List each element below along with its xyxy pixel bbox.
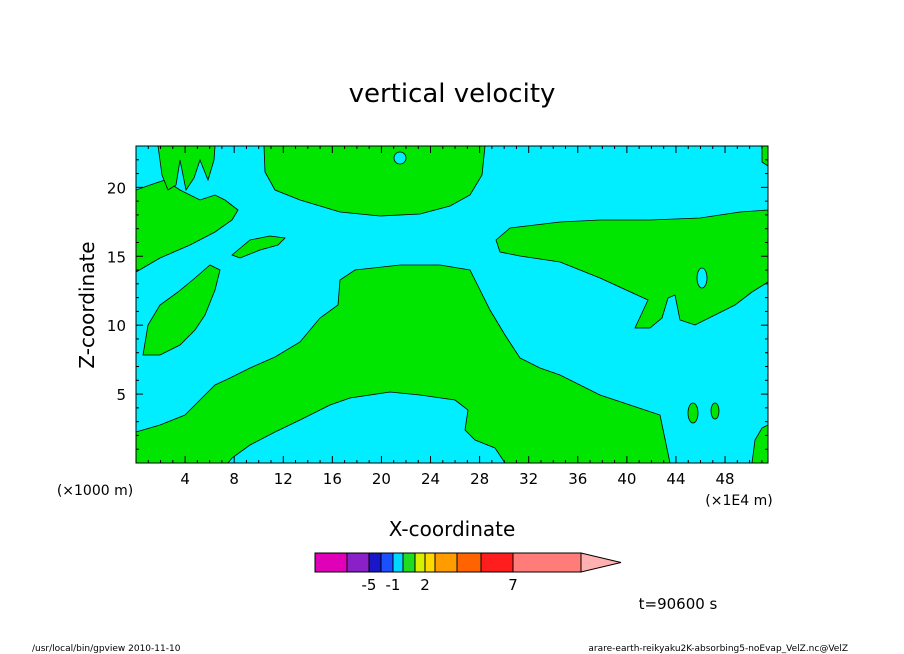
x-tick-label: 20 [372, 470, 391, 488]
x-tick-label: 16 [323, 470, 342, 488]
colorbar-labels: -5 -1 2 7 [362, 576, 518, 594]
x-tick-label: 36 [568, 470, 587, 488]
x-tick-label: 32 [519, 470, 538, 488]
colorbar-label: -1 [386, 576, 401, 594]
time-label: t=90600 s [639, 595, 718, 613]
x-tick-label: 28 [470, 470, 489, 488]
colorbar-segment [346, 552, 370, 573]
contour-region-main [135, 264, 671, 464]
y-tick-label: 15 [107, 248, 126, 266]
contour-region-fingers [157, 145, 216, 192]
x-axis-label: X-coordinate [389, 517, 516, 541]
x-tick-label: 12 [274, 470, 293, 488]
contour-blob [687, 402, 699, 424]
contour-region-right [495, 209, 769, 329]
plot-area [135, 145, 769, 464]
y-axis-label: Z-coordinate [75, 241, 99, 368]
colorbar-label: 7 [508, 576, 518, 594]
colorbar-extend-arrow [580, 552, 622, 573]
chart-title: vertical velocity [349, 79, 556, 109]
x-unit-left: (×1000 m) [57, 483, 133, 499]
colorbar-segment [424, 552, 436, 573]
colorbar [314, 552, 622, 573]
colorbar-segment [434, 552, 458, 573]
negative-holes [393, 151, 708, 289]
contour-hole [393, 151, 407, 165]
colorbar-segment [480, 552, 514, 573]
x-axis: 4 8 12 16 20 24 28 32 36 40 44 48 [147, 146, 763, 488]
x-tick-label: 44 [666, 470, 685, 488]
colorbar-segment [414, 552, 426, 573]
colorbar-segment [314, 552, 348, 573]
y-axis: 5 10 15 20 [107, 159, 768, 450]
colorbar-segment [392, 552, 404, 573]
contour-blob [710, 402, 720, 420]
contour-hole [696, 267, 708, 289]
y-tick-label: 20 [107, 179, 126, 197]
contour-region-left-mid [142, 264, 221, 356]
colorbar-segment [512, 552, 582, 573]
colorbar-label: 2 [420, 576, 430, 594]
colorbar-segment [380, 552, 394, 573]
colorbar-segment [368, 552, 382, 573]
x-tick-label: 24 [421, 470, 440, 488]
y-tick-label: 5 [116, 386, 126, 404]
contour-region-upper-left [135, 179, 239, 273]
colorbar-segment [402, 552, 416, 573]
x-tick-label: 40 [617, 470, 636, 488]
x-tick-label: 48 [716, 470, 735, 488]
x-tick-label: 8 [229, 470, 239, 488]
contour-region-streak [231, 235, 286, 259]
footer-right: arare-earth-reikyaku2K-absorbing5-noEvap… [588, 644, 848, 654]
positive-regions [135, 145, 769, 464]
contour-region-top-right [761, 145, 769, 167]
colorbar-label: -5 [362, 576, 377, 594]
plot-frame [135, 145, 769, 464]
x-tick-label: 4 [180, 470, 190, 488]
colorbar-segment [456, 552, 482, 573]
footer-left: /usr/local/bin/gpview 2010-11-10 [32, 644, 181, 654]
contour-region-top-middle [263, 145, 486, 217]
x-unit-right: (×1E4 m) [705, 493, 772, 509]
y-tick-label: 10 [107, 317, 126, 335]
